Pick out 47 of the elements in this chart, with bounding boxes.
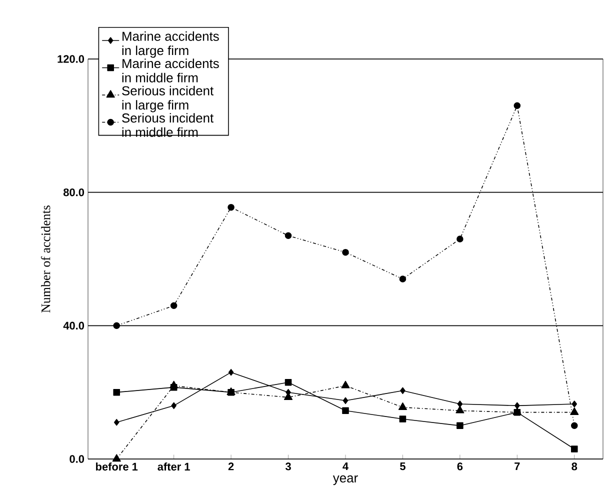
point [456,422,464,430]
point [570,422,578,430]
x-tick-label: after 1 [158,462,190,471]
x-tick-label: 6 [457,462,463,470]
x-tick-label: 8 [572,462,578,470]
y-tick-label: 80.0 [63,188,84,196]
point [399,416,406,422]
point [113,388,120,396]
point [342,397,348,404]
point [284,232,292,240]
point [112,454,121,462]
point [170,302,178,310]
point [456,406,464,414]
point [570,446,578,452]
x-tick-label: 3 [285,462,291,470]
point [514,402,520,410]
point [114,418,120,426]
legend-label: Marine accidents in middle firm [122,58,219,82]
point [228,204,234,211]
x-tick-label: 7 [514,462,520,470]
point [572,400,578,408]
x-axis-title: year [332,475,358,486]
x-tick-label: 2 [228,462,234,470]
legend-label: Marine accidents in large firm [122,31,219,58]
point [342,407,349,414]
y-tick-label: 40.0 [63,322,84,330]
point [228,368,234,376]
point [570,407,579,415]
y-tick-label: 120.0 [58,55,84,63]
point [456,236,464,242]
x-tick-label: 5 [400,462,406,470]
x-tick-label: 4 [342,462,348,470]
point [398,402,407,410]
y-tick-label: 0.0 [70,455,84,463]
legend-label: Serious incident in large firm [122,86,214,112]
y-axis-title: Number of accidents [40,206,50,313]
point [341,380,350,388]
point [399,276,406,282]
point [284,378,292,386]
point [171,402,176,410]
point [400,387,406,394]
point [170,380,178,388]
point [113,322,120,330]
x-tick-label: before 1 [96,462,138,471]
point [342,248,349,256]
point [457,400,463,408]
point [514,102,521,110]
